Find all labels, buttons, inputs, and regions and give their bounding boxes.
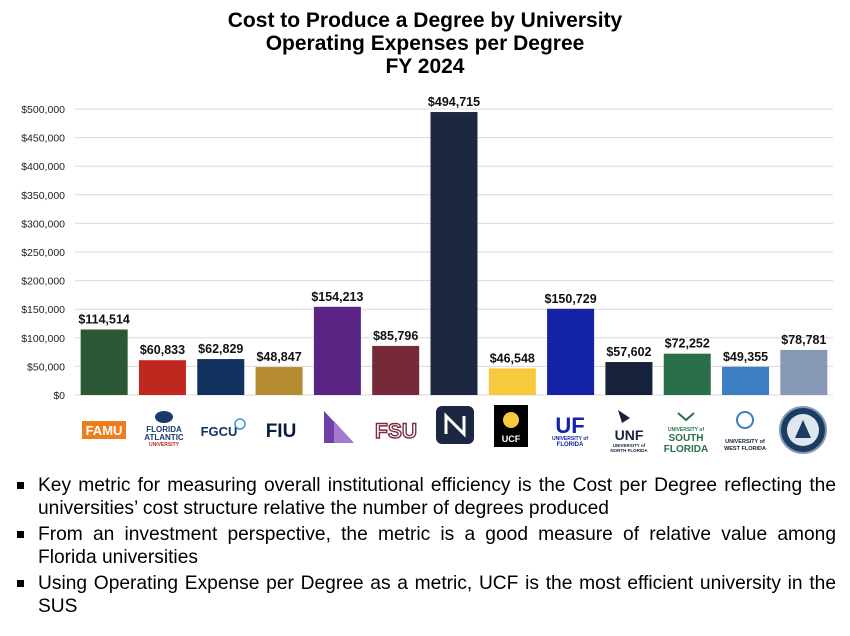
data-label: $154,213 xyxy=(311,290,363,304)
bullet-text: Using Operating Expense per Degree as a … xyxy=(38,573,836,617)
logo-uf-sub2: FLORIDA xyxy=(557,442,584,448)
bar-ucf xyxy=(488,368,536,395)
logo-usf-line1: SOUTH xyxy=(669,433,704,444)
logo-fau-line1: FLORIDA xyxy=(146,425,182,434)
data-label: $85,796 xyxy=(373,329,418,343)
logo-fau: FLORIDA ATLANTIC UNIVERSITY xyxy=(144,411,184,448)
bar-fau xyxy=(138,360,186,395)
data-label: $114,514 xyxy=(78,312,129,326)
bar-poly xyxy=(430,112,478,396)
logo-fau-line2: ATLANTIC xyxy=(144,433,184,442)
logo-uf: UF UNIVERSITY of FLORIDA xyxy=(552,413,588,448)
bar-fiu xyxy=(255,367,303,395)
logo-uf-sub1: UNIVERSITY of xyxy=(552,436,588,442)
logo-ncf xyxy=(322,409,356,445)
bullet-item: From an investment perspective, the metr… xyxy=(14,523,836,569)
data-label: $62,829 xyxy=(198,342,243,356)
logo-famu: FAMU xyxy=(82,421,126,439)
y-axis-tick-labels: $0 $50,000 $100,000 $150,000 $200,000 $250,00… xyxy=(21,104,65,402)
logo-fsu: FSU xyxy=(374,419,417,443)
logo-ucf-text: UCF xyxy=(502,434,521,444)
bar-chart: $0 $50,000 $100,000 $150,000 $200,000 $250,00… xyxy=(21,95,833,455)
data-label: $60,833 xyxy=(140,343,185,357)
logo-unf-sub1: UNIVERSITY of xyxy=(613,443,646,448)
title-line-1: Cost to Produce a Degree by University xyxy=(227,9,623,32)
bar-uf xyxy=(547,308,595,395)
y-tick-label: $350,000 xyxy=(21,190,65,202)
title-line-3: FY 2024 xyxy=(385,55,465,78)
logo-fiu: FIU xyxy=(262,419,300,442)
bar-fsu xyxy=(372,345,420,395)
data-label: $57,602 xyxy=(606,345,651,359)
bar-unf-pelican xyxy=(780,349,828,395)
bullet-list: Key metric for measuring overall institu… xyxy=(14,474,836,621)
logo-ucf: UCF xyxy=(494,405,528,447)
data-label: $150,729 xyxy=(545,292,597,306)
y-tick-label: $450,000 xyxy=(21,133,65,145)
bar-unf xyxy=(605,362,653,395)
logo-uf-text: UF xyxy=(555,413,584,438)
y-tick-label: $150,000 xyxy=(21,304,65,316)
bar-usf xyxy=(663,353,711,395)
bar-famu xyxy=(80,329,128,395)
logo-famu-text: FAMU xyxy=(86,423,123,438)
logo-uwf-line2: WEST FLORIDA xyxy=(724,446,766,452)
data-label: $72,252 xyxy=(665,337,710,351)
logo-unf-text: UNF xyxy=(615,427,644,443)
bars xyxy=(80,112,828,396)
logo-usf-sub: UNIVERSITY of xyxy=(668,427,704,433)
logo-fgcu: FGCU xyxy=(201,418,246,439)
y-tick-label: $200,000 xyxy=(21,276,65,288)
logo-fiu-text: FIU xyxy=(266,421,297,442)
logo-poly xyxy=(436,406,474,444)
logo-uwf: UNIVERSITY of WEST FLORIDA xyxy=(724,411,766,452)
y-tick-label: $300,000 xyxy=(21,218,65,230)
logo-seal xyxy=(779,406,827,454)
bullet-text: From an investment perspective, the metr… xyxy=(38,524,836,568)
logo-usf: UNIVERSITY of SOUTH FLORIDA xyxy=(664,412,708,455)
logo-fau-line3: UNIVERSITY xyxy=(149,442,180,448)
data-label: $46,548 xyxy=(490,351,535,365)
bar-uwf xyxy=(722,366,770,395)
data-labels: $114,514 $60,833 $62,829 $48,847 $154,213 $85… xyxy=(78,95,826,365)
data-label: $494,715 xyxy=(428,95,480,109)
chart-title: Cost to Produce a Degree by University O… xyxy=(0,9,850,78)
y-tick-label: $250,000 xyxy=(21,247,65,259)
logo-unf-sub2: NORTH FLORIDA xyxy=(610,448,648,453)
bullet-text: Key metric for measuring overall institu… xyxy=(38,475,836,519)
y-tick-label: $50,000 xyxy=(27,361,65,373)
y-tick-label: $100,000 xyxy=(21,333,65,345)
title-line-2: Operating Expenses per Degree xyxy=(265,32,585,55)
bullet-marker xyxy=(17,580,24,587)
data-label: $49,355 xyxy=(723,350,768,364)
bar-ncf xyxy=(313,306,361,395)
logo-fsu-text: FSU xyxy=(375,420,417,443)
y-tick-label: $0 xyxy=(53,390,65,402)
y-tick-label: $500,000 xyxy=(21,104,65,116)
data-label: $48,847 xyxy=(256,350,301,364)
bullet-marker xyxy=(17,531,24,538)
logo-fgcu-text: FGCU xyxy=(201,424,238,439)
y-tick-label: $400,000 xyxy=(21,161,65,173)
bullet-marker xyxy=(17,482,24,489)
bullet-item: Key metric for measuring overall institu… xyxy=(14,474,836,520)
data-label: $78,781 xyxy=(781,333,826,347)
logo-unf: UNF UNIVERSITY of NORTH FLORIDA xyxy=(610,410,648,453)
logo-uwf-line1: UNIVERSITY of xyxy=(725,439,765,445)
bullet-item: Using Operating Expense per Degree as a … xyxy=(14,572,836,618)
bar-fgcu xyxy=(197,359,245,395)
logo-usf-line2: FLORIDA xyxy=(664,444,708,455)
